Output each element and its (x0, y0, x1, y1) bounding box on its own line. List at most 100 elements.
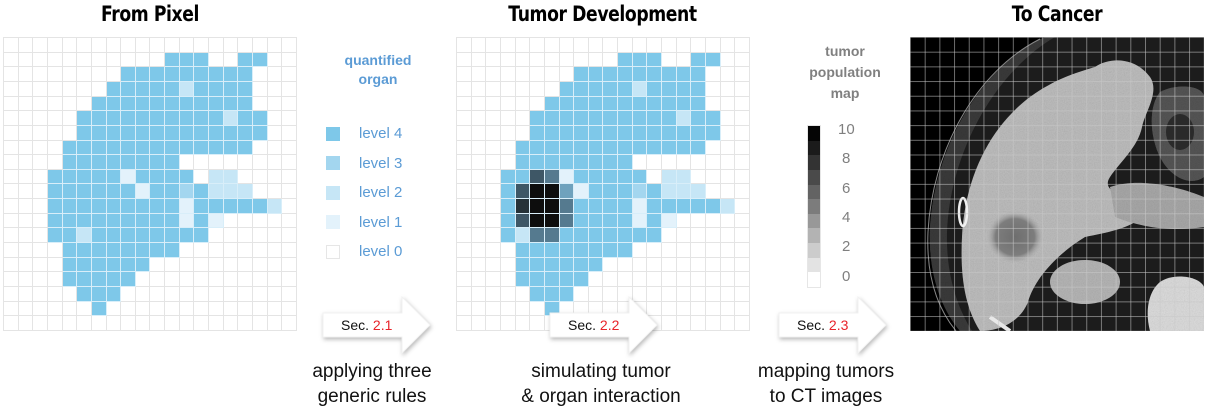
tumor-cell (632, 81, 648, 97)
legend-label: level 4 (359, 125, 403, 142)
tumor-cell (706, 184, 721, 200)
pixel-cell (194, 213, 210, 229)
pixel-cell (135, 228, 151, 244)
pixel-cell (209, 67, 224, 82)
tumor-cell (662, 199, 677, 214)
pixel-cell (179, 38, 195, 53)
pixel-cell (194, 38, 210, 53)
tumor-cell (559, 52, 575, 68)
tumor-cell (618, 111, 633, 126)
pixel-cell (194, 169, 210, 185)
tumor-cell (720, 169, 736, 185)
tumor-cell (457, 287, 472, 302)
tumor-cell (486, 301, 501, 317)
pixel-cell (4, 272, 19, 288)
tumor-cell (662, 67, 677, 82)
pixel-cell (194, 287, 210, 302)
pixel-cell (282, 199, 297, 214)
pixel-cell (267, 155, 283, 170)
tumor-cell (559, 243, 575, 258)
pixel-cell (223, 287, 239, 302)
tumor-cell (676, 272, 692, 288)
tumor-cell (662, 228, 677, 244)
colorbar-tick-label: 8 (842, 150, 851, 168)
pixel-cell (179, 140, 195, 156)
pixel-cell (106, 67, 122, 82)
tumor-cell (691, 257, 707, 273)
tumor-cell (544, 52, 560, 68)
tumor-cell (588, 38, 604, 53)
tumor-cell (647, 169, 663, 185)
tumor-cell (530, 228, 545, 244)
pixel-cell (223, 155, 239, 170)
tumor-cell (603, 184, 619, 200)
pixel-cell (18, 140, 34, 156)
tumor-cell (544, 67, 560, 82)
pixel-cell (121, 125, 136, 141)
pixel-cell (238, 67, 254, 82)
colorbar-segment (808, 155, 820, 170)
pixel-cell (121, 38, 136, 53)
pixel-cell (91, 111, 107, 126)
tumor-cell (691, 125, 707, 141)
pixel-cell (150, 169, 166, 185)
pixel-cell (179, 316, 195, 331)
colorbar-segment (808, 126, 820, 141)
tumor-cell (588, 125, 604, 141)
pixel-cell (282, 38, 297, 53)
pixel-cell (282, 125, 297, 141)
pixel-cell (165, 52, 180, 68)
pixel-cell (194, 184, 210, 200)
pixel-cell (106, 213, 122, 229)
pixel-cell (194, 111, 210, 126)
pixel-cell (179, 67, 195, 82)
tumor-cell (603, 52, 619, 68)
tumor-cell (618, 140, 633, 156)
tumor-cell (647, 111, 663, 126)
pixel-cell (121, 169, 136, 185)
step-caption-line1: applying three (312, 361, 432, 382)
pixel-cell (165, 257, 180, 273)
tumor-cell (662, 184, 677, 200)
tumor-cell (457, 155, 472, 170)
tumor-cell (544, 257, 560, 273)
tumor-cell (515, 287, 531, 302)
tumor-legend-title: tumor population map (790, 41, 900, 104)
tumor-cell (676, 228, 692, 244)
pixel-cell (135, 140, 151, 156)
pixel-cell (209, 228, 224, 244)
pixel-cell (253, 257, 268, 273)
pixel-cell (267, 228, 283, 244)
tumor-cell (603, 38, 619, 53)
tumor-cell (486, 38, 501, 53)
pixel-cell (238, 111, 254, 126)
pixel-cell (150, 287, 166, 302)
pixel-cell (18, 67, 34, 82)
pixel-cell (121, 96, 136, 112)
pixel-cell (282, 272, 297, 288)
tumor-cell (603, 96, 619, 112)
pixel-cell (253, 140, 268, 156)
pixel-cell (106, 301, 122, 317)
tumor-cell (735, 38, 750, 53)
tumor-cell (530, 111, 545, 126)
pixel-cell (238, 272, 254, 288)
pixel-cell (33, 199, 48, 214)
tumor-cell (486, 155, 501, 170)
tumor-cell (559, 169, 575, 185)
tumor-cell (632, 140, 648, 156)
tumor-cell (457, 199, 472, 214)
pixel-cell (165, 316, 180, 331)
tumor-cell (706, 213, 721, 229)
pixel-cell (267, 199, 283, 214)
pixel-cell (253, 184, 268, 200)
pixel-cell (62, 169, 78, 185)
pixel-cell (223, 199, 239, 214)
tumor-cell (559, 125, 575, 141)
pixel-cell (33, 316, 48, 331)
tumor-cell (603, 243, 619, 258)
tumor-cell (471, 169, 487, 185)
tumor-cell (574, 169, 589, 185)
pixel-cell (121, 81, 136, 97)
tumor-cell (618, 52, 633, 68)
